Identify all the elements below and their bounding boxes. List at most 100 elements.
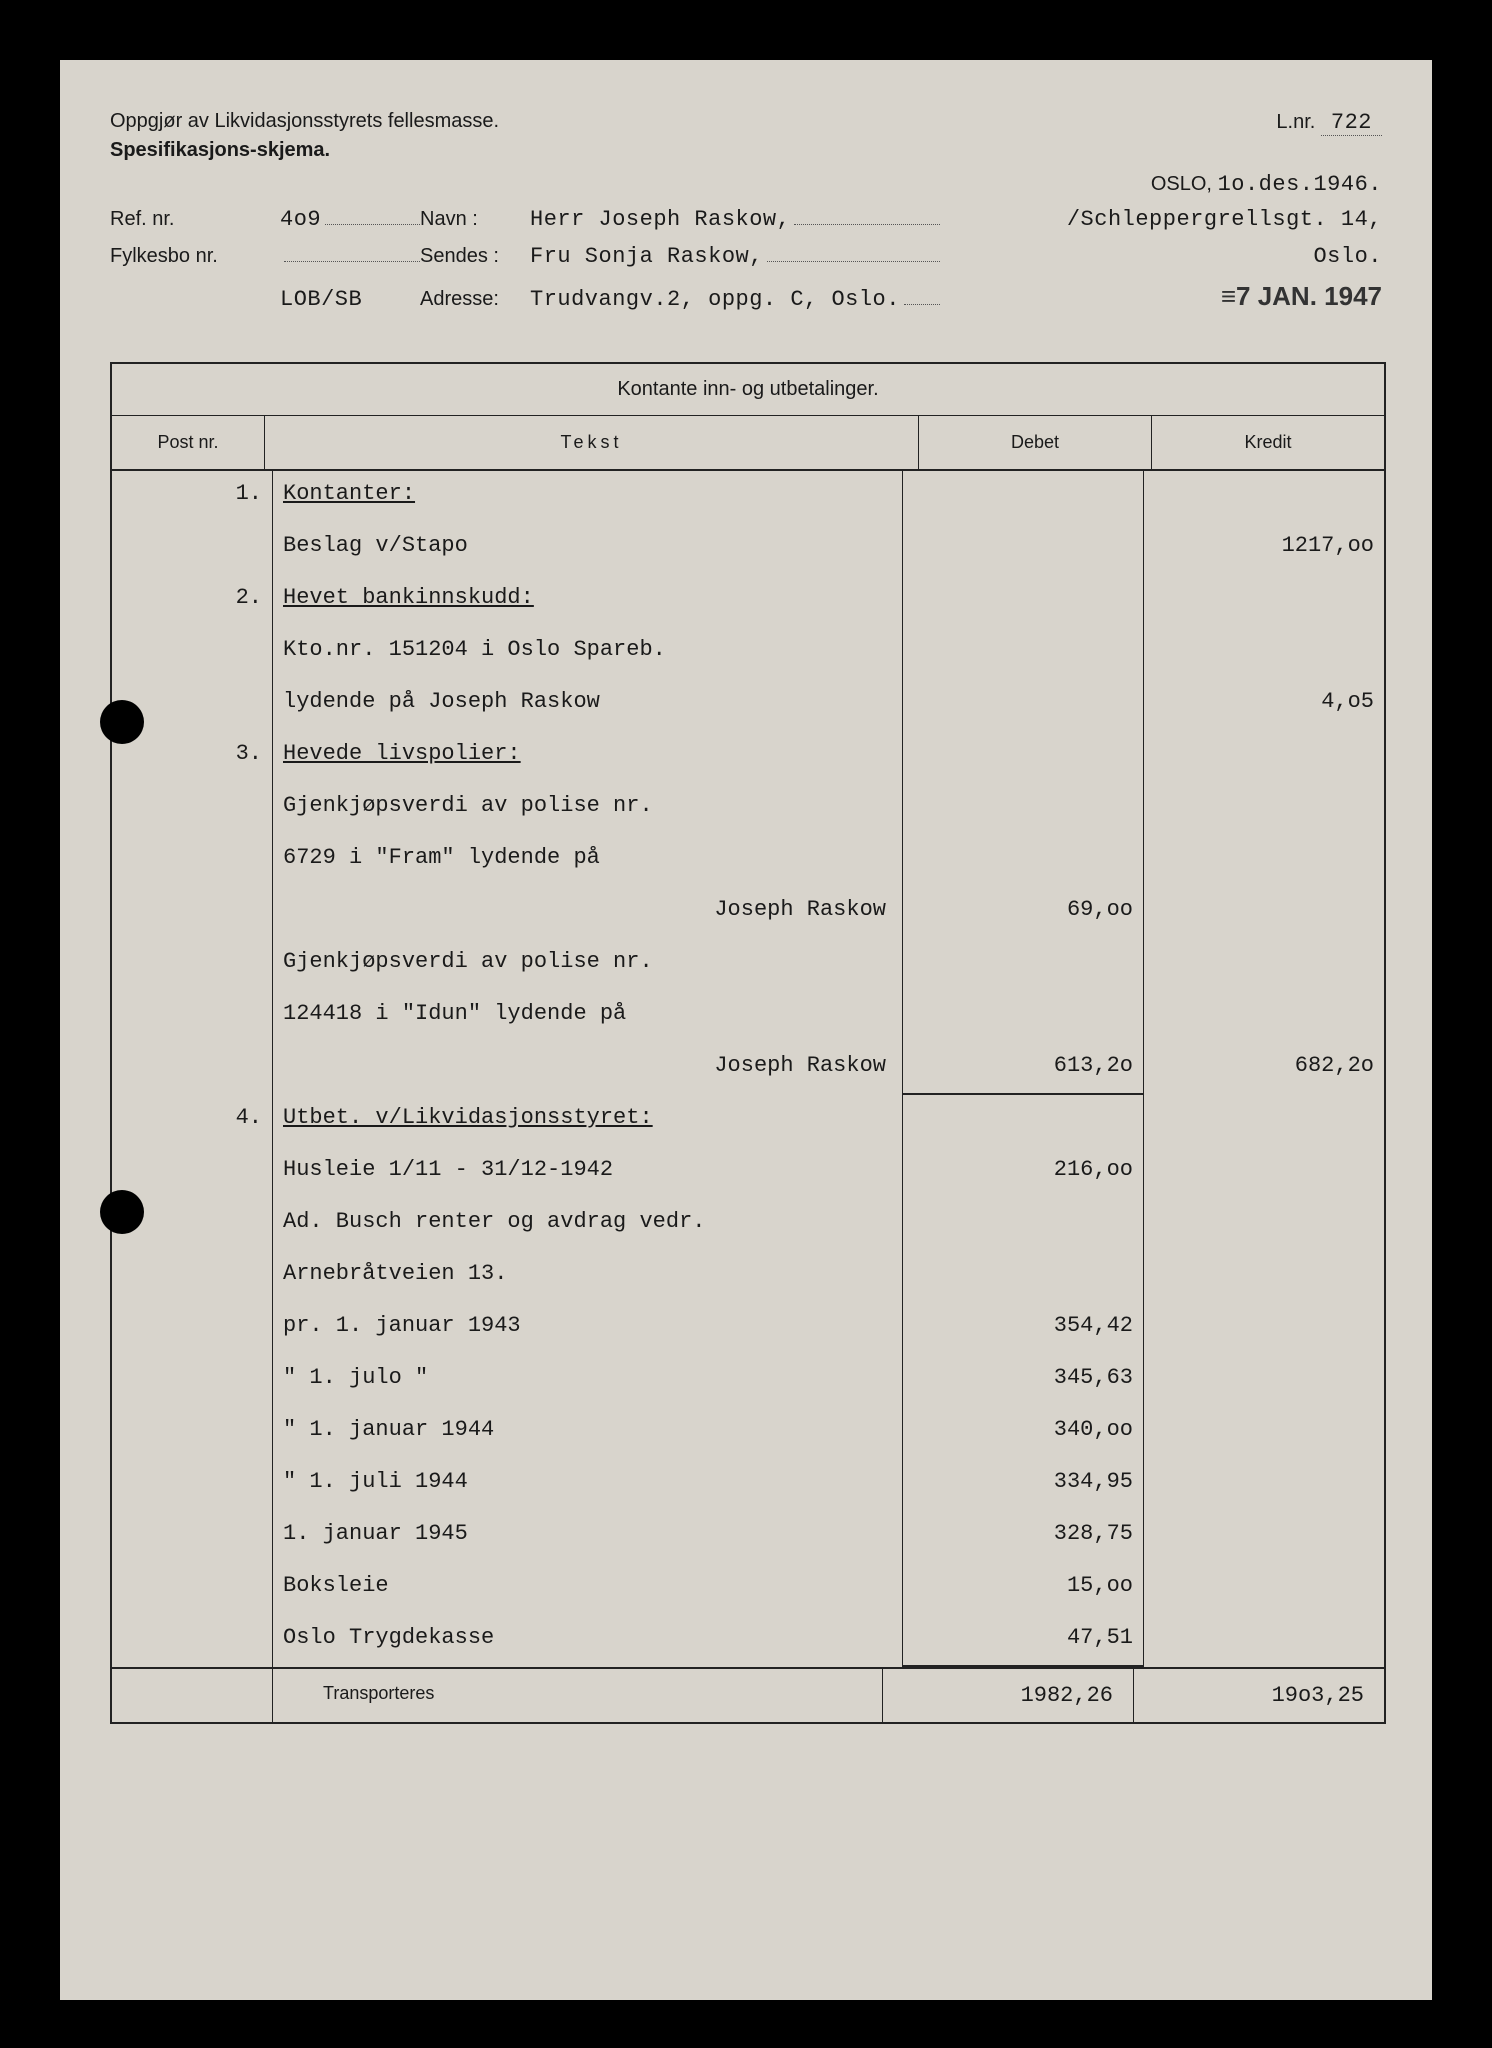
cell-debet [903,835,1144,887]
cell-tekst: Beslag v/Stapo [273,523,903,575]
cell-kredit [1144,575,1384,627]
spec-label: Spesifikasjons-skjema. [110,139,330,162]
ledger-row: Ad. Busch renter og avdrag vedr. [112,1199,1384,1251]
cell-post [112,887,273,939]
cell-debet: 328,75 [903,1511,1144,1563]
cell-kredit [1144,835,1384,887]
header-line-2: Spesifikasjons-skjema. [110,139,1382,162]
cell-tekst: " 1. januar 1944 [273,1407,903,1459]
ledger-row: 4.Utbet. v/Likvidasjonsstyret: [112,1095,1384,1147]
cell-debet: 334,95 [903,1459,1144,1511]
cell-post [112,835,273,887]
cell-tekst: Gjenkjøpsverdi av polise nr. [273,783,903,835]
cell-tekst: Hevet bankinnskudd: [273,575,903,627]
cell-debet: 340,oo [903,1407,1144,1459]
cell-tekst: Ad. Busch renter og avdrag vedr. [273,1199,903,1251]
ledger-row: 124418 i "Idun" lydende på [112,991,1384,1043]
cell-kredit [1144,1407,1384,1459]
lob-value: LOB/SB [280,287,362,312]
cell-kredit [1144,1199,1384,1251]
cell-post [112,1147,273,1199]
ledger-row: 3.Hevede livspolier: [112,731,1384,783]
cell-debet: 345,63 [903,1355,1144,1407]
cell-tekst: Husleie 1/11 - 31/12-1942 [273,1147,903,1199]
cell-post [112,1563,273,1615]
ledger-row: Beslag v/Stapo 1217,oo [112,523,1384,575]
cell-kredit [1144,1563,1384,1615]
transport-debet: 1982,26 [883,1669,1134,1722]
cell-tekst: Joseph Raskow [273,1043,903,1095]
oslo-label: OSLO, [1151,173,1212,195]
ledger-row: " 1. januar 1944340,oo [112,1407,1384,1459]
ledger-row: Joseph Raskow69,oo [112,887,1384,939]
adresse-value: Trudvangv.2, oppg. C, Oslo. [530,287,900,312]
oslo-date: 1o.des.1946. [1218,172,1382,197]
cell-post [112,1511,273,1563]
cell-tekst: 124418 i "Idun" lydende på [273,991,903,1043]
ledger-row: Oslo Trygdekasse47,51 [112,1615,1384,1667]
cell-post [112,1407,273,1459]
ledger-row: Joseph Raskow613,2o682,2o [112,1043,1384,1095]
cell-post [112,523,273,575]
transport-label: Transporteres [273,1669,883,1722]
info-block: Ref. nr. 4o9 Navn : Herr Joseph Raskow, … [110,207,1382,312]
cell-kredit [1144,991,1384,1043]
cell-tekst: Joseph Raskow [273,887,903,939]
cell-tekst: " 1. juli 1944 [273,1459,903,1511]
cell-debet [903,523,1144,575]
oslo-date-row: OSLO, 1o.des.1946. [110,172,1382,197]
cell-post [112,1043,273,1095]
cell-kredit [1144,1511,1384,1563]
cell-debet: 216,oo [903,1147,1144,1199]
col-header-tekst: Tekst [265,416,919,469]
cell-tekst: 6729 i "Fram" lydende på [273,835,903,887]
hole-punch-icon [100,1190,144,1234]
info-row-ref: Ref. nr. 4o9 Navn : Herr Joseph Raskow, … [110,207,1382,232]
col-header-kredit: Kredit [1152,416,1384,469]
header-lnr: L.nr. 722 [1276,110,1382,135]
cell-kredit [1144,1251,1384,1303]
cell-debet [903,991,1144,1043]
sendes-value: Fru Sonja Raskow, [530,244,763,269]
cell-post: 4. [112,1095,273,1147]
cell-kredit: 4,o5 [1144,679,1384,731]
transport-kredit: 19o3,25 [1134,1669,1384,1722]
ledger-row: Arnebråtveien 13. [112,1251,1384,1303]
cell-post [112,1303,273,1355]
cell-debet: 15,oo [903,1563,1144,1615]
ref-label: Ref. nr. [110,208,280,231]
cell-kredit [1144,783,1384,835]
cell-tekst: Oslo Trygdekasse [273,1615,903,1667]
ledger-row: 1. januar 1945328,75 [112,1511,1384,1563]
cell-debet: 69,oo [903,887,1144,939]
ledger-title: Kontante inn- og utbetalinger. [112,364,1384,416]
cell-debet [903,471,1144,523]
cell-tekst: pr. 1. januar 1943 [273,1303,903,1355]
ledger-row: Kto.nr. 151204 i Oslo Spareb. [112,627,1384,679]
hole-punch-icon [100,700,144,744]
cell-tekst: Kontanter: [273,471,903,523]
ledger-row: Husleie 1/11 - 31/12-1942216,oo [112,1147,1384,1199]
cell-tekst: " 1. julo " [273,1355,903,1407]
cell-post [112,1615,273,1667]
ledger-row: " 1. julo "345,63 [112,1355,1384,1407]
cell-kredit [1144,1303,1384,1355]
cell-kredit [1144,1355,1384,1407]
cell-kredit: 682,2o [1144,1043,1384,1095]
ledger-header-row: Post nr. Tekst Debet Kredit [112,416,1384,471]
col-header-post: Post nr. [112,416,265,469]
header-title-left: Oppgjør av Likvidasjonsstyrets fellesmas… [110,110,499,135]
cell-tekst: Hevede livspolier: [273,731,903,783]
document-page: Oppgjør av Likvidasjonsstyrets fellesmas… [60,60,1432,2000]
cell-kredit [1144,731,1384,783]
cell-debet [903,1199,1144,1251]
cell-debet: 613,2o [903,1043,1144,1095]
cell-post: 2. [112,575,273,627]
ledger-row: Gjenkjøpsverdi av polise nr. [112,783,1384,835]
cell-kredit: 1217,oo [1144,523,1384,575]
cell-debet [903,627,1144,679]
cell-debet: 47,51 [903,1615,1144,1667]
cell-kredit [1144,939,1384,991]
cell-tekst: Boksleie [273,1563,903,1615]
ledger-body: 1.Kontanter:Beslag v/Stapo1217,oo2.Hevet… [112,471,1384,1667]
